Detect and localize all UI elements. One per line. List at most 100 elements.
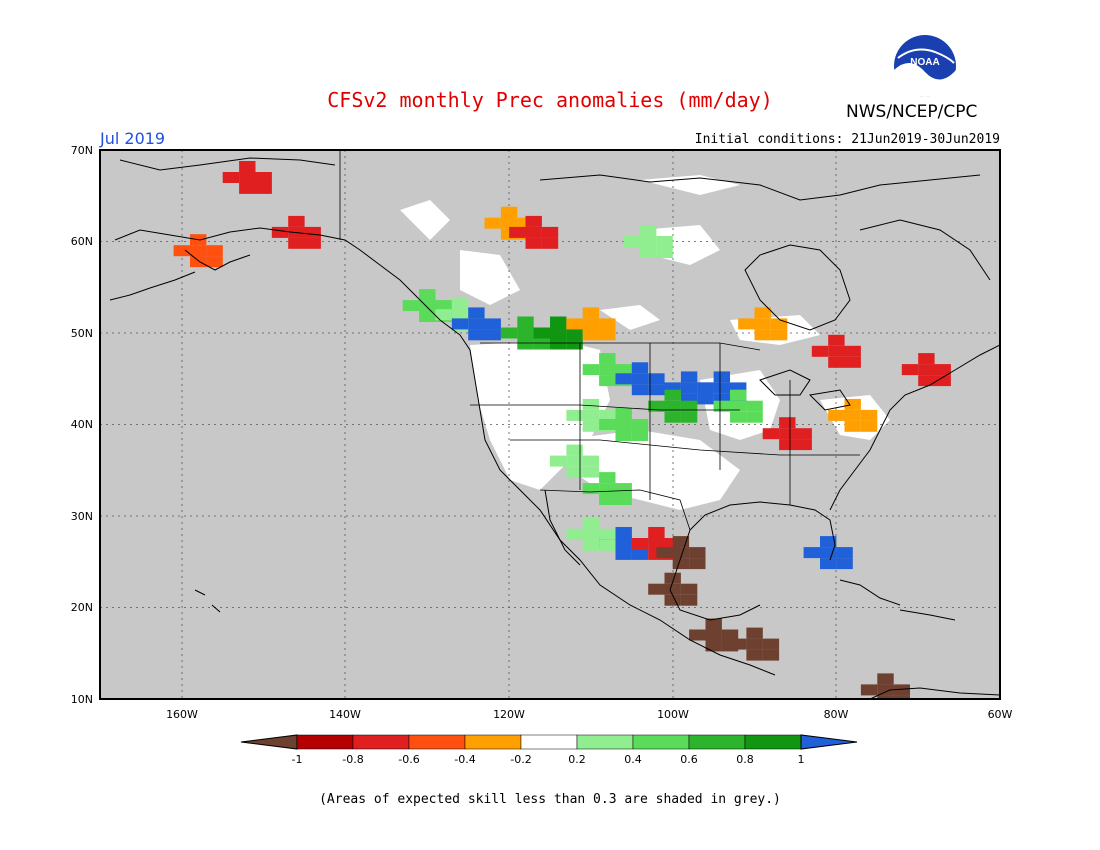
anomaly-cell <box>271 226 289 238</box>
legend-arrow-low <box>240 734 298 750</box>
anomaly-cell <box>631 430 649 441</box>
anomaly-cell <box>599 483 616 495</box>
noaa-logo-text: NOAA <box>910 57 939 68</box>
legend-swatch <box>408 734 466 750</box>
anomaly-cell <box>844 409 861 421</box>
anomaly-cell <box>746 649 763 661</box>
anomaly-cell <box>484 217 501 229</box>
anomaly-cell <box>631 538 649 549</box>
anomaly-cell <box>582 307 600 319</box>
anomaly-cell <box>680 594 698 606</box>
anomaly-cell <box>672 536 690 548</box>
anomaly-cell <box>746 400 763 412</box>
anomaly-cell <box>779 417 796 429</box>
anomaly-cell <box>173 245 190 257</box>
anomaly-cell <box>419 311 436 322</box>
anomaly-cell <box>206 245 223 257</box>
anomaly-cell <box>836 547 853 559</box>
legend-swatch <box>688 734 746 750</box>
anomaly-cell <box>770 318 788 330</box>
anomaly-cell <box>239 182 256 194</box>
anomaly-cell <box>844 420 861 432</box>
anomaly-cell <box>525 226 542 238</box>
anomaly-cell <box>484 329 501 341</box>
legend-swatch <box>632 734 690 750</box>
legend-label: -0.4 <box>454 753 475 766</box>
anomaly-cell <box>615 364 632 376</box>
lat-label-40n: 40N <box>71 418 93 431</box>
anomaly-cell <box>566 466 583 478</box>
anomaly-cell <box>680 393 698 405</box>
lat-label-20n: 20N <box>71 601 93 614</box>
anomaly-cell <box>451 318 469 330</box>
anomaly-cell <box>713 400 730 412</box>
anomaly-cell <box>517 327 534 339</box>
anomaly-cell <box>631 362 649 374</box>
anomaly-cell <box>746 411 763 423</box>
anomaly-cell <box>533 338 550 350</box>
legend-swatch <box>744 734 802 750</box>
anomaly-cell <box>550 327 567 339</box>
anomaly-cell <box>541 237 559 249</box>
anomaly-cell <box>656 547 673 559</box>
anomaly-cell <box>566 327 583 339</box>
anomaly-cell <box>828 345 845 357</box>
anomaly-cell <box>435 309 452 321</box>
anomaly-cell <box>582 539 600 551</box>
anomaly-cell <box>844 356 861 368</box>
anomaly-cell <box>893 684 910 696</box>
legend-arrow-high <box>800 734 858 750</box>
anomaly-cell <box>721 629 739 641</box>
anomaly-cell <box>222 172 240 183</box>
anomaly-cell <box>680 583 698 595</box>
anomaly-cell <box>811 345 829 357</box>
lon-label-120w: 120W <box>493 708 525 721</box>
anomaly-cell <box>304 237 321 249</box>
anomaly-cell <box>623 236 640 247</box>
lat-label-50n: 50N <box>71 327 93 340</box>
anomaly-cell <box>582 318 600 330</box>
anomaly-cell <box>419 289 436 301</box>
anomaly-cell <box>836 558 853 570</box>
anomaly-cell <box>451 298 469 310</box>
anomaly-cell <box>689 547 706 559</box>
anomaly-cell <box>680 411 698 423</box>
anomaly-cell <box>664 411 681 423</box>
lon-label-100w: 100W <box>657 708 689 721</box>
legend-label: 0.6 <box>680 753 698 766</box>
anomaly-cell <box>697 382 714 394</box>
skill-footnote: (Areas of expected skill less than 0.3 a… <box>319 792 781 807</box>
anomaly-cell <box>820 547 837 559</box>
anomaly-cell <box>582 466 600 478</box>
anomaly-cell <box>828 334 845 346</box>
anomaly-cell <box>738 318 755 330</box>
anomaly-cell <box>566 444 583 456</box>
anomaly-cell <box>656 236 673 247</box>
anomaly-cell <box>664 389 681 401</box>
anomaly-cell <box>615 408 632 419</box>
anomaly-cell <box>288 237 305 249</box>
anomaly-cell <box>190 245 207 257</box>
anomaly-cell <box>934 364 951 376</box>
anomaly-cell <box>672 558 690 570</box>
anomaly-cell <box>239 161 256 172</box>
anomaly-cell <box>893 695 910 699</box>
legend-label: 0.4 <box>624 753 642 766</box>
anomaly-cell <box>779 428 796 440</box>
noaa-logo: NOAA <box>894 35 956 97</box>
anomaly-cell <box>206 256 223 268</box>
anomaly-cell <box>582 483 600 495</box>
anomaly-cell <box>795 428 812 440</box>
anomaly-cell <box>468 329 485 341</box>
anomaly-cell <box>705 629 722 641</box>
lon-label-160w: 160W <box>166 708 198 721</box>
anomaly-cells <box>173 161 951 699</box>
anomaly-cell <box>820 558 837 570</box>
anomaly-cell <box>599 353 616 365</box>
anomaly-cell <box>599 472 616 484</box>
color-legend <box>240 734 858 750</box>
legend-label: 0.2 <box>568 753 586 766</box>
anomaly-cell <box>582 409 600 421</box>
anomaly-cell <box>599 494 616 505</box>
anomaly-cell <box>599 375 616 387</box>
